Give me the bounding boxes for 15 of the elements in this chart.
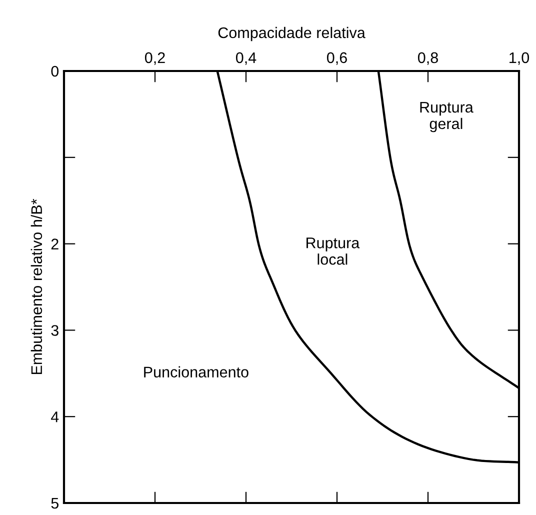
x-tick-label: 0,2 <box>144 52 165 65</box>
y-tick-label: 5 <box>51 498 58 509</box>
x-tick-label: 0,6 <box>326 52 347 65</box>
y-axis-title: Embutimento relativo h/B* <box>30 198 42 374</box>
x-tick-label: 0,8 <box>418 52 438 65</box>
annotation: Ruptura local <box>306 238 360 265</box>
x-tick-label: 0,4 <box>236 52 256 65</box>
annotation: Puncionamento <box>144 366 248 378</box>
x-axis-title: Compacidade relativa <box>218 26 366 42</box>
y-tick-label: 0 <box>51 66 59 77</box>
y-tick-label: 2 <box>51 238 58 250</box>
y-tick-label: 4 <box>50 412 59 422</box>
annotation: Ruptura geral <box>420 102 474 132</box>
x-tick-label: 1,0 <box>510 52 530 65</box>
y-tick-label: 3 <box>51 325 58 336</box>
